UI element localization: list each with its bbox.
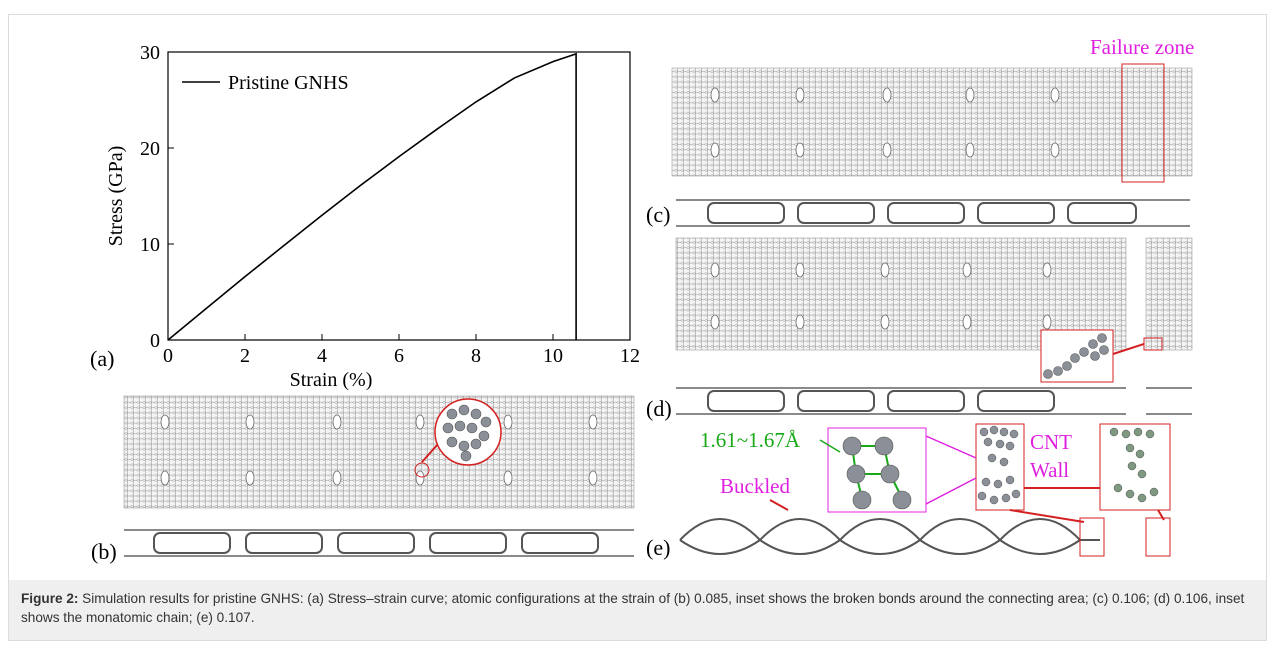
caption-label: Figure 2: (21, 591, 79, 606)
cnt-wall-inset-2 (1099, 423, 1171, 511)
legend-label: Pristine GNHS (228, 72, 349, 94)
cnt-label: CNT (1030, 430, 1072, 454)
bond-length-label: 1.61~1.67Å (700, 428, 801, 452)
panel-label-e: (e) (646, 535, 671, 560)
caption-text: Simulation results for pristine GNHS: (a… (21, 591, 1245, 625)
stress-strain-chart: 0 2 4 6 8 10 12 0 10 20 30 Strain (%) Stress (GPa) P… (105, 42, 640, 391)
defect-marker (414, 462, 430, 478)
configuration-d (675, 237, 1193, 415)
configuration-e (679, 423, 1171, 557)
lattice-sheet (671, 67, 1193, 177)
buckled-label: Buckled (720, 474, 790, 498)
caption-area: Figure 2: Simulation results for pristin… (8, 580, 1267, 641)
x-tick-label: 0 (163, 345, 173, 367)
side-view-cells (153, 532, 599, 554)
y-tick-label: 10 (140, 234, 160, 256)
configuration-c (671, 63, 1193, 227)
lattice-holes (160, 414, 598, 486)
x-tick-label: 10 (543, 345, 563, 367)
cnt-wall-inset-1 (975, 423, 1025, 511)
failure-zone-box (1121, 63, 1165, 183)
y-tick-label: 30 (140, 42, 160, 64)
side-view-sheet (676, 199, 1190, 227)
buckled-pointer (769, 499, 789, 511)
x-tick-label: 8 (471, 345, 481, 367)
fracture-box-left (1079, 517, 1105, 557)
plot-frame (167, 51, 631, 341)
x-axis-label: Strain (%) (290, 369, 373, 391)
y-tick-label: 20 (140, 138, 160, 160)
y-tick-label: 0 (150, 330, 160, 352)
panel-label-a: (a) (90, 346, 115, 371)
lattice-sheet (123, 395, 635, 509)
monatomic-chain-inset (1040, 329, 1114, 383)
failure-zone-label: Failure zone (1090, 35, 1195, 59)
fracture-box-right (1145, 517, 1171, 557)
buckled-sheet (679, 518, 1100, 555)
panel-label-d: (d) (646, 396, 672, 421)
wall-label: Wall (1030, 458, 1070, 482)
bond-inset (827, 427, 927, 513)
panel-label-b: (b) (91, 539, 117, 564)
panel-label-c: (c) (646, 202, 671, 227)
x-tick-label: 6 (394, 345, 404, 367)
zoom-inset-circle (434, 398, 502, 466)
series-line (167, 52, 577, 341)
side-view-sheet (124, 529, 634, 557)
figure-caption: Figure 2: Simulation results for pristin… (21, 589, 1251, 627)
x-tick-label: 4 (317, 345, 327, 367)
lattice-sheet-right (1145, 237, 1193, 351)
configuration-b (123, 395, 635, 557)
x-tick-label: 12 (620, 345, 640, 367)
y-axis-label: Stress (GPa) (105, 146, 127, 247)
x-tick-label: 2 (240, 345, 250, 367)
